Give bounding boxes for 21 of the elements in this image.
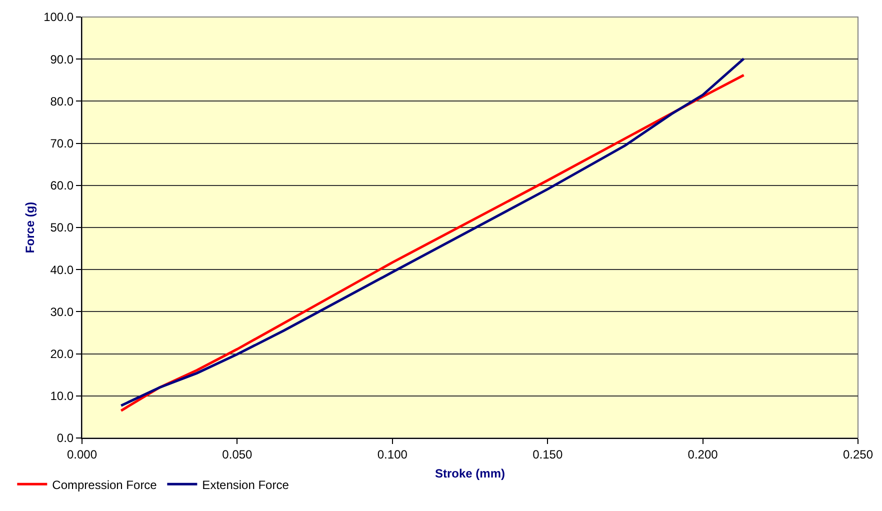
x-tick-label: 0.150 — [532, 447, 563, 462]
y-tick-label: 100.0 — [44, 10, 74, 24]
x-tick-label: 0.000 — [66, 447, 98, 462]
legend-label: Compression Force — [52, 478, 158, 492]
y-tick-label: 50.0 — [50, 220, 74, 235]
x-axis-title: Stroke (mm) — [434, 466, 506, 480]
x-tick-label: 0.100 — [377, 447, 408, 462]
legend-label: Extension Force — [202, 478, 290, 492]
y-tick-label: 80.0 — [50, 94, 74, 108]
y-tick-label: 0.0 — [56, 431, 74, 446]
x-tick-label: 0.200 — [688, 447, 718, 462]
x-tick-label: 0.050 — [222, 447, 253, 462]
y-tick-label: 40.0 — [50, 262, 74, 277]
y-tick-label: 70.0 — [50, 136, 74, 150]
x-tick-label: 0.250 — [842, 447, 874, 462]
y-tick-label: 60.0 — [50, 178, 74, 193]
y-tick-label: 90.0 — [50, 52, 74, 66]
y-tick-label: 10.0 — [50, 389, 74, 404]
y-axis-title: Force (g) — [22, 202, 37, 254]
y-tick-label: 30.0 — [50, 304, 74, 319]
y-tick-label: 20.0 — [50, 347, 74, 361]
